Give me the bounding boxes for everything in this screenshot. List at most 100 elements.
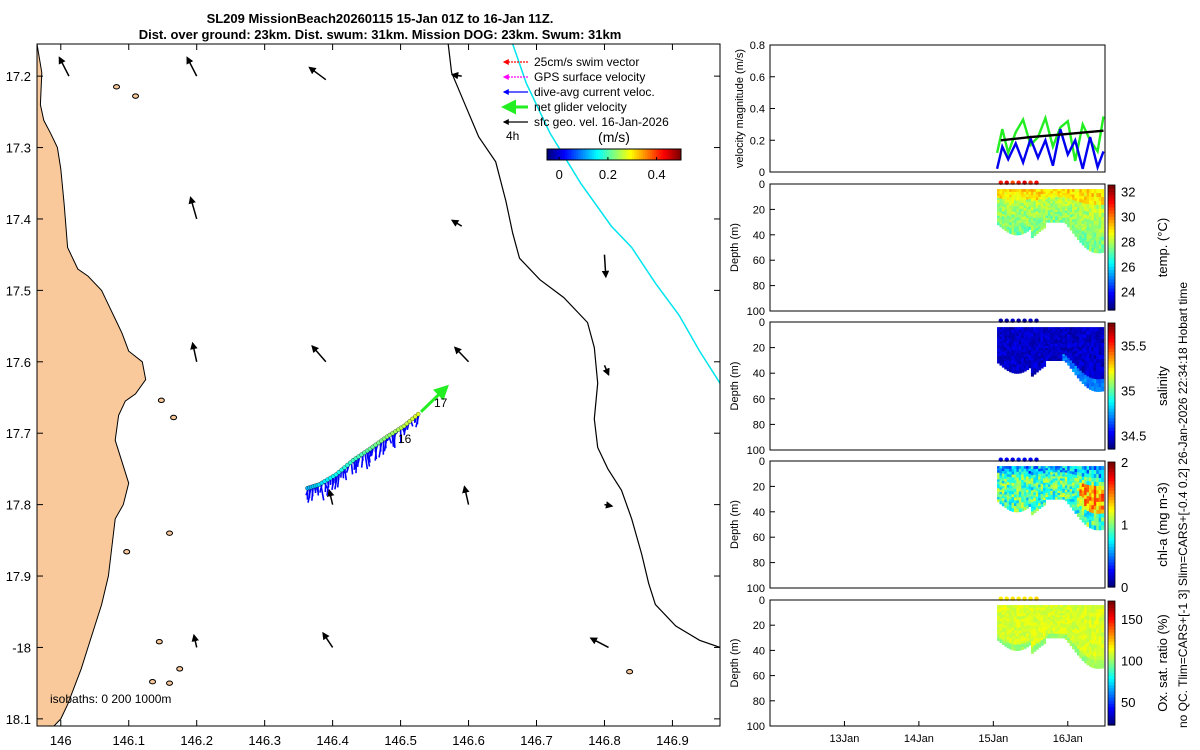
value-colorbar-cell <box>1108 530 1115 535</box>
heatmap-cell <box>1059 209 1063 213</box>
heatmap-cell <box>1076 629 1080 634</box>
heatmap-cell <box>1038 215 1042 219</box>
heatmap-cell <box>1023 338 1027 342</box>
heatmap-cell <box>1009 343 1013 348</box>
heatmap-cell <box>1055 197 1059 200</box>
heatmap-cell <box>1057 480 1061 484</box>
heatmap-cell <box>1088 466 1093 471</box>
value-colorbar-cell <box>1108 524 1115 529</box>
value-colorbar-cell <box>1108 225 1115 230</box>
heatmap-cell <box>1074 489 1078 494</box>
value-colorbar-tick-label: 30 <box>1121 209 1135 224</box>
speed-colorbar-cell <box>620 149 624 160</box>
heatmap-cell <box>1067 353 1071 357</box>
heatmap-cell <box>1091 335 1095 340</box>
heatmap-cell <box>997 607 1001 611</box>
heatmap-cell <box>1018 485 1022 490</box>
heatmap-cell <box>1057 490 1061 494</box>
heatmap-cell <box>1028 337 1032 341</box>
heatmap-cell <box>1059 213 1063 217</box>
heatmap-cell <box>1088 327 1093 332</box>
heatmap-cell <box>1030 228 1034 233</box>
heatmap-cell <box>1050 474 1054 477</box>
heatmap-cell <box>1023 498 1027 502</box>
heatmap-cell <box>1035 466 1039 470</box>
heatmap-cell <box>1084 330 1088 336</box>
heatmap-cell <box>1055 203 1059 207</box>
heatmap-cell <box>1093 363 1097 368</box>
heatmap-cell <box>1043 612 1047 616</box>
heatmap-cell <box>1040 201 1044 205</box>
value-colorbar-cell <box>1108 709 1115 714</box>
heatmap-cell <box>1096 632 1100 638</box>
isobaths-label: isobaths: 0 200 1000m <box>50 692 171 706</box>
heatmap-cell <box>1074 359 1078 364</box>
heatmap-cell <box>1009 466 1013 470</box>
heatmap-cell <box>1050 195 1054 198</box>
time-tick-label: 16Jan <box>1053 733 1083 745</box>
heatmap-cell <box>1091 647 1095 653</box>
speed-colorbar-cell <box>627 149 631 160</box>
heatmap-cell <box>1069 365 1073 369</box>
heatmap-cell <box>1076 617 1080 622</box>
heatmap-cell <box>1023 194 1027 198</box>
heatmap-cell <box>1052 613 1056 616</box>
heatmap-cell <box>1088 643 1093 648</box>
heatmap-cell <box>1016 364 1020 369</box>
heatmap-cell <box>1057 339 1061 343</box>
figure-title-line-1: SL209 MissionBeach20260115 15-Jan 01Z to… <box>206 11 554 26</box>
heatmap-cell <box>1050 480 1054 484</box>
value-colorbar-cell <box>1108 703 1115 707</box>
heatmap-cell <box>1067 207 1071 211</box>
heatmap-cell <box>1038 356 1042 360</box>
heatmap-cell <box>1011 508 1015 512</box>
heatmap-cell <box>1030 475 1034 479</box>
heatmap-cell <box>1047 329 1051 332</box>
heatmap-cell <box>999 491 1003 495</box>
heatmap-cell <box>1069 622 1073 626</box>
value-colorbar-cell <box>1108 580 1115 585</box>
heatmap-cell <box>1045 350 1049 353</box>
heatmap-cell <box>1055 631 1059 635</box>
heatmap-cell <box>1064 193 1068 197</box>
vel-ytick-label: 0.4 <box>750 104 765 116</box>
heatmap-cell <box>1081 337 1085 342</box>
value-colorbar-cell <box>1108 527 1115 532</box>
heatmap-cell <box>1072 332 1076 337</box>
heatmap-cell <box>997 486 1001 489</box>
heatmap-cell <box>1047 617 1051 620</box>
heatmap-cell <box>1098 656 1102 661</box>
heatmap-cell <box>1067 635 1071 639</box>
map-xtick-label: 146.6 <box>452 733 485 748</box>
heatmap-cell <box>1047 488 1051 492</box>
heatmap-cell <box>1050 482 1054 486</box>
heatmap-cell <box>1011 488 1015 493</box>
value-colorbar-label: temp. (°C) <box>1155 218 1170 277</box>
heatmap-cell <box>1016 480 1020 484</box>
heatmap-cell <box>1069 204 1073 208</box>
heatmap-cell <box>1057 607 1061 610</box>
value-colorbar-cell <box>1108 562 1115 566</box>
heatmap-cell <box>1088 346 1093 352</box>
heatmap-cell <box>1013 474 1018 479</box>
heatmap-cell <box>1091 624 1095 629</box>
heatmap-cell <box>1038 495 1042 499</box>
heatmap-cell <box>1088 196 1093 202</box>
heatmap-cell <box>1045 217 1049 221</box>
heatmap-cell <box>1030 611 1034 615</box>
value-colorbar-frame <box>1107 461 1116 588</box>
heatmap-cell <box>1043 203 1047 207</box>
heatmap-cell <box>997 497 1001 501</box>
heatmap-cell <box>1035 341 1039 345</box>
heatmap-cell <box>1052 635 1056 639</box>
heatmap-cell <box>1030 348 1034 353</box>
heatmap-cell <box>1081 650 1085 655</box>
heatmap-cell <box>1062 352 1066 355</box>
value-colorbar-cell <box>1108 706 1115 711</box>
heatmap-cell <box>999 222 1003 225</box>
heatmap-cell <box>1064 212 1068 216</box>
heatmap-cell <box>1079 647 1083 652</box>
heatmap-cell <box>1040 352 1044 356</box>
heatmap-cell <box>1021 230 1025 235</box>
